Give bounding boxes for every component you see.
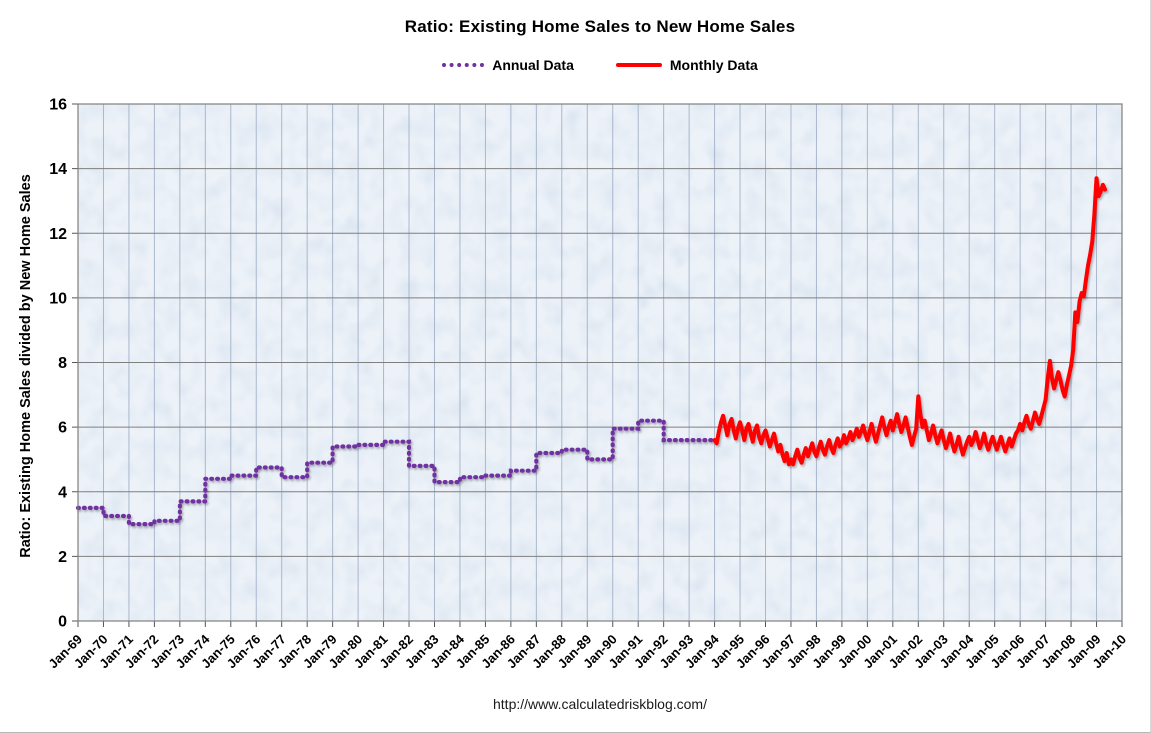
x-tick-marks: [77, 621, 1123, 627]
y-axis-title: Ratio: Existing Home Sales divided by Ne…: [18, 174, 34, 558]
annual-line-swatch: [442, 63, 485, 67]
y-tick-label: 10: [49, 290, 67, 307]
y-tick-label: 8: [58, 355, 67, 372]
y-tick-label: 16: [49, 97, 67, 114]
chart-title: Ratio: Existing Home Sales to New Home S…: [404, 17, 796, 36]
y-tick-label: 6: [58, 420, 67, 437]
y-tick-label: 0: [58, 614, 67, 631]
annual-series: [75, 418, 717, 527]
y-tick-label: 14: [49, 161, 67, 178]
legend-label-annual: Annual Data: [492, 57, 574, 73]
legend-item-annual: Annual Data: [442, 57, 574, 73]
source-url: http://www.calculatedriskblog.com/: [493, 696, 707, 712]
monthly-series-line: [712, 176, 1107, 467]
monthly-series: [712, 176, 1107, 467]
y-tick-marks: [72, 103, 78, 622]
y-tick-label: 2: [58, 549, 67, 566]
y-tick-labels: 0 2 4 6 8 10 12 14 16: [49, 97, 67, 631]
annual-series-line: [75, 418, 717, 527]
legend-label-monthly: Monthly Data: [669, 57, 758, 73]
x-tick-labels: Jan-69Jan-70Jan-71Jan-72Jan-73Jan-74Jan-…: [45, 631, 1129, 671]
plot-border: [77, 103, 1123, 622]
monthly-line-swatch: [615, 63, 662, 67]
x-gridlines: [102, 104, 1123, 621]
chart-legend: Annual Data Monthly Data: [78, 57, 1122, 73]
legend-item-monthly: Monthly Data: [615, 57, 758, 73]
y-tick-label: 12: [49, 226, 67, 243]
y-tick-label: 4: [58, 484, 67, 501]
